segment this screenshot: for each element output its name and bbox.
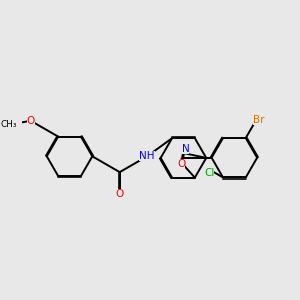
- Text: O: O: [177, 160, 185, 170]
- Text: O: O: [116, 189, 124, 199]
- Text: NH: NH: [139, 151, 155, 161]
- Text: CH₃: CH₃: [1, 120, 17, 129]
- Text: N: N: [182, 144, 189, 154]
- Text: Br: Br: [254, 115, 265, 125]
- Text: Cl: Cl: [204, 168, 214, 178]
- Text: O: O: [27, 116, 35, 126]
